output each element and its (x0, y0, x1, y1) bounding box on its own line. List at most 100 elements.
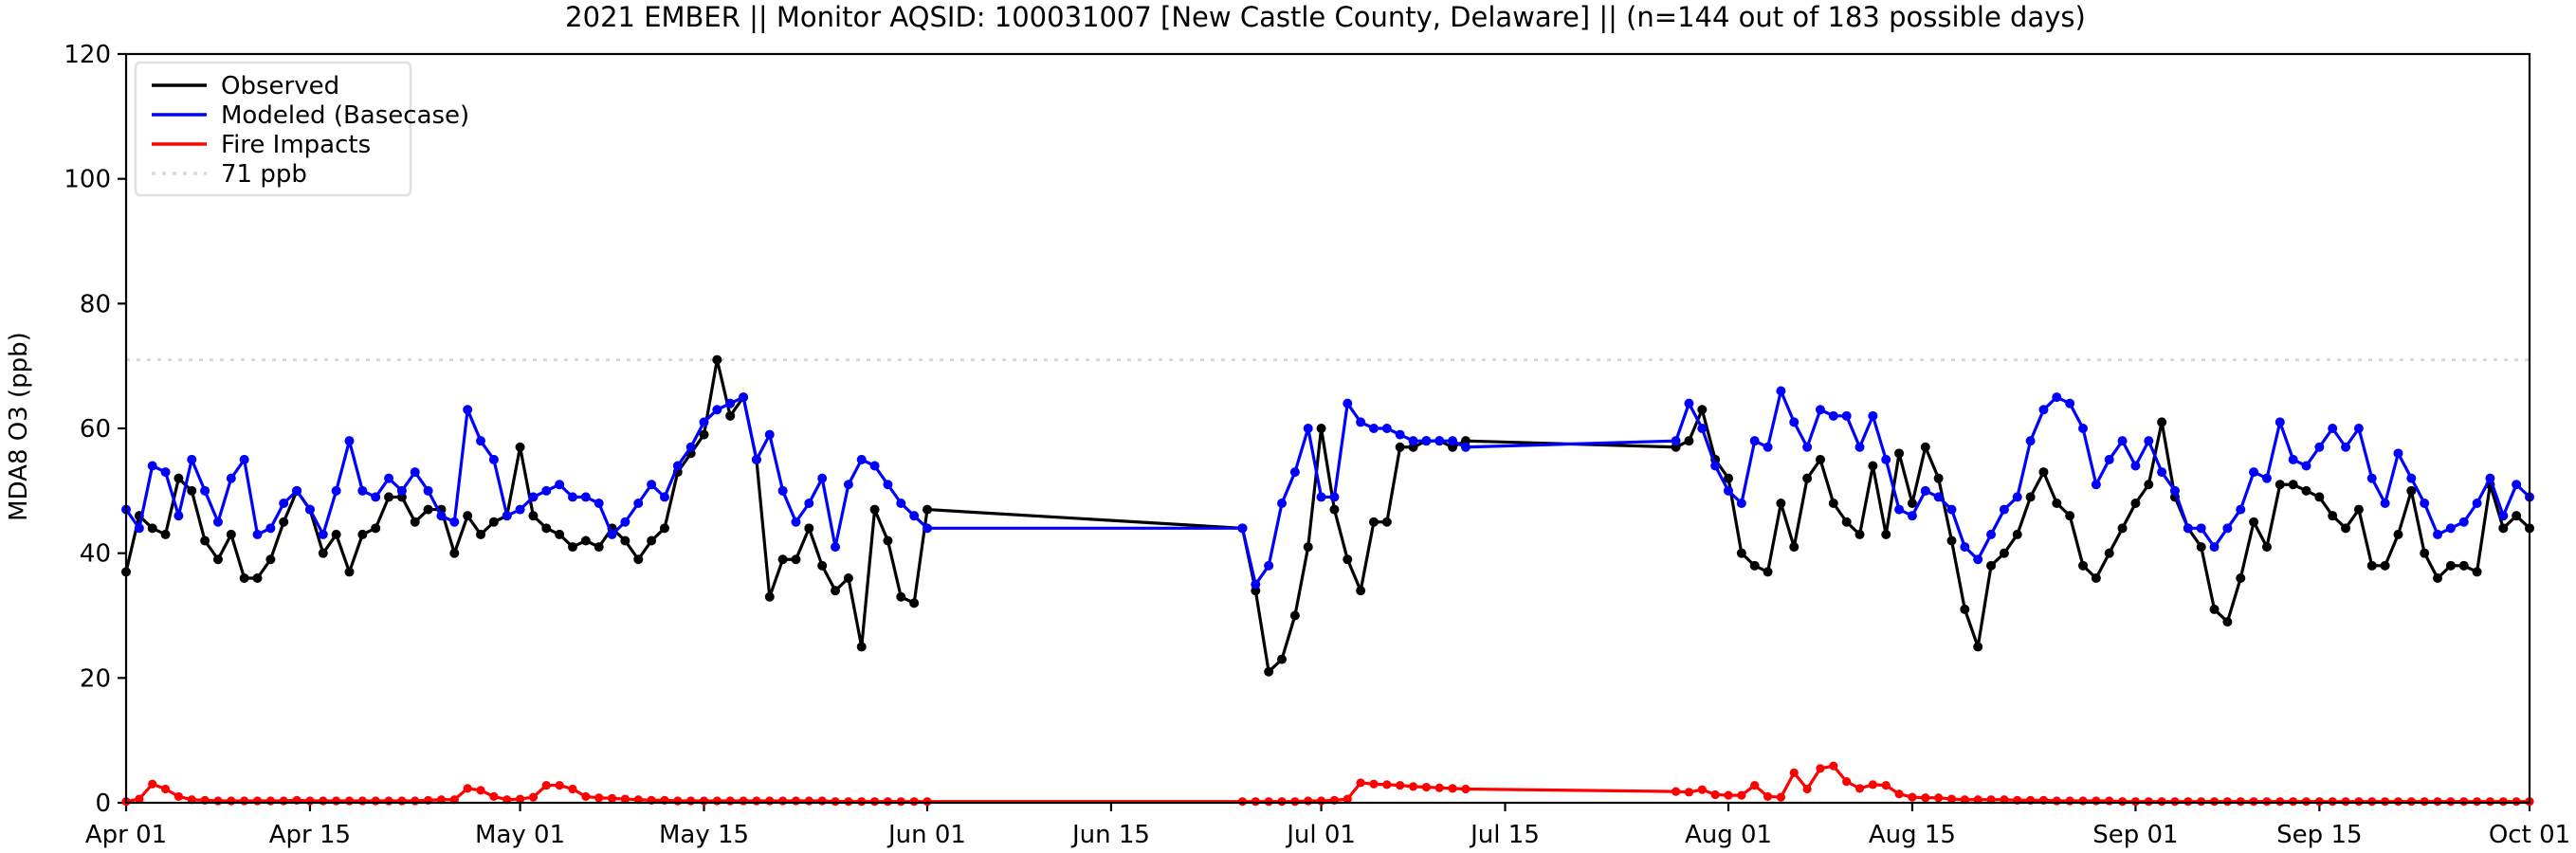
y-axis-ticks: 0 20 40 60 80 100 120 (64, 41, 126, 818)
data-point (2288, 480, 2298, 490)
data-point (344, 436, 355, 446)
data-point (1960, 542, 1970, 553)
x-tick-label: Oct 01 (2489, 821, 2570, 849)
data-point (528, 492, 539, 502)
data-point (869, 797, 880, 807)
data-point (2393, 529, 2403, 539)
data-point (568, 784, 577, 794)
x-tick-label: Jun 15 (1070, 821, 1150, 849)
data-point (2091, 480, 2101, 490)
data-point (883, 535, 893, 546)
data-point (594, 499, 604, 508)
data-point (725, 410, 736, 421)
data-point (174, 791, 184, 802)
data-point (2446, 797, 2456, 807)
data-point (1368, 517, 1379, 527)
data-point (423, 504, 433, 515)
data-point (212, 517, 223, 527)
data-point (2328, 797, 2337, 807)
data-point (2078, 424, 2089, 433)
data-point (2420, 797, 2429, 807)
data-point (1815, 454, 1825, 464)
legend-label: Fire Impacts (221, 131, 371, 159)
data-point (528, 792, 539, 802)
data-point (817, 473, 828, 483)
data-point (1396, 780, 1405, 790)
data-point (1421, 436, 1432, 446)
data-point (1776, 386, 1786, 396)
data-point (2249, 517, 2259, 527)
data-point (923, 504, 932, 515)
data-point (1854, 442, 1865, 452)
data-point (620, 794, 630, 804)
data-point (2393, 448, 2403, 459)
data-point (1421, 782, 1431, 792)
data-point (751, 454, 761, 464)
data-point (1933, 473, 1944, 483)
data-point (843, 480, 853, 490)
data-point (357, 796, 367, 806)
data-point (160, 467, 171, 478)
data-point (1920, 442, 1930, 452)
data-point (476, 436, 486, 446)
data-point (2117, 797, 2128, 807)
data-point (2092, 796, 2101, 806)
data-point (1303, 542, 1313, 553)
data-point (265, 796, 275, 806)
data-point (2078, 560, 2089, 571)
data-point (384, 796, 393, 806)
data-point (1329, 504, 1340, 515)
data-point (620, 535, 630, 546)
data-point (1802, 784, 1812, 794)
data-point (2354, 797, 2364, 807)
data-point (160, 529, 171, 539)
data-point (2381, 797, 2390, 807)
data-point (541, 523, 552, 534)
x-tick-label: Sep 15 (2276, 821, 2362, 849)
data-point (1802, 473, 1813, 483)
data-point (2222, 797, 2232, 807)
data-point (1264, 797, 1273, 807)
data-point (2236, 797, 2245, 807)
data-point (1816, 764, 1825, 773)
data-point (2393, 797, 2403, 807)
data-point (843, 573, 853, 583)
data-point (174, 473, 184, 483)
x-tick-label: May 01 (475, 821, 565, 849)
data-point (1684, 788, 1694, 797)
data-point (1356, 586, 1366, 596)
x-tick-label: May 15 (659, 821, 749, 849)
data-point (817, 796, 827, 806)
data-point (2498, 797, 2508, 807)
data-point (384, 492, 394, 502)
data-point (2038, 405, 2049, 415)
data-point (1710, 789, 1720, 800)
data-point (633, 554, 644, 565)
data-point (449, 548, 460, 558)
data-point (2091, 573, 2101, 583)
data-point (2314, 442, 2325, 452)
data-point (831, 586, 841, 596)
data-point (1986, 529, 1997, 539)
data-point (1408, 436, 1418, 446)
data-point (1736, 548, 1746, 558)
data-point (1789, 417, 1800, 427)
data-point (1921, 793, 1930, 803)
data-point (1868, 461, 1878, 471)
data-point (1828, 499, 1838, 508)
y-tick-label: 40 (80, 540, 111, 569)
data-point (411, 796, 420, 806)
data-point (396, 485, 407, 496)
data-point (2498, 511, 2509, 521)
data-point (135, 794, 144, 804)
data-point (1382, 780, 1392, 789)
data-point (2105, 796, 2114, 806)
data-point (909, 598, 920, 608)
data-point (1289, 610, 1300, 621)
data-point (699, 429, 709, 440)
data-point (1277, 499, 1288, 508)
data-point (594, 542, 604, 553)
data-point (2458, 517, 2469, 527)
